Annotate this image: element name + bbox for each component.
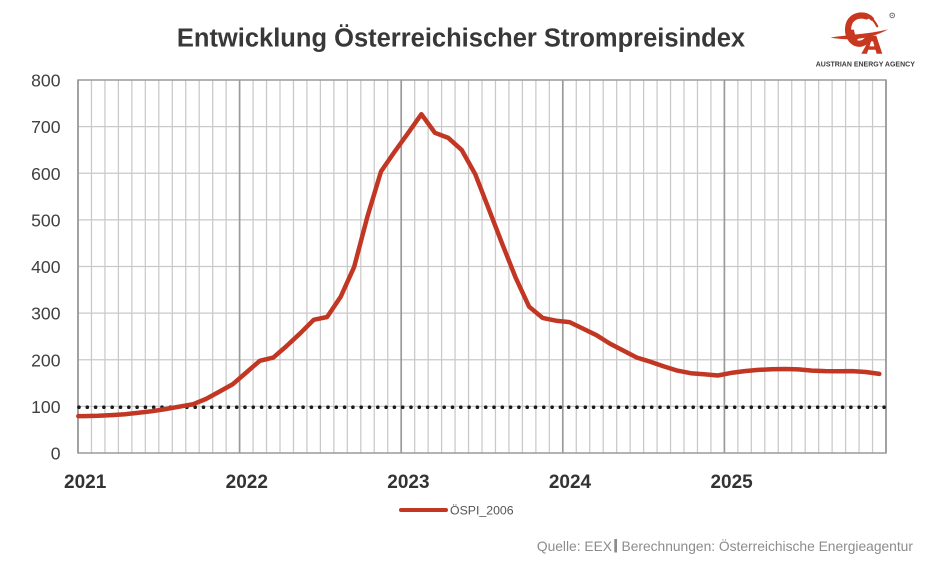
svg-text:700: 700 [31, 117, 61, 137]
svg-text:ÖSPI_2006: ÖSPI_2006 [450, 504, 514, 518]
svg-text:0: 0 [51, 444, 61, 464]
svg-text:800: 800 [31, 71, 61, 91]
svg-text:Quelle: EEX: Quelle: EEX [537, 539, 612, 554]
svg-text:100: 100 [31, 397, 61, 417]
svg-text:600: 600 [31, 164, 61, 184]
svg-text:400: 400 [31, 257, 61, 277]
svg-text:AUSTRIAN ENERGY AGENCY: AUSTRIAN ENERGY AGENCY [816, 61, 916, 68]
svg-text:2024: 2024 [549, 472, 592, 493]
svg-text:200: 200 [31, 350, 61, 370]
svg-text:500: 500 [31, 211, 61, 231]
svg-text:2023: 2023 [387, 472, 429, 493]
svg-text:300: 300 [31, 304, 61, 324]
svg-text:Berechnungen: Österreichische: Berechnungen: Österreichische Energieage… [622, 537, 914, 554]
svg-text:Entwicklung Österreichischer S: Entwicklung Österreichischer Strompreisi… [177, 23, 745, 52]
svg-text:2025: 2025 [710, 472, 753, 493]
svg-text:2022: 2022 [226, 472, 268, 493]
svg-text:2021: 2021 [64, 472, 107, 493]
